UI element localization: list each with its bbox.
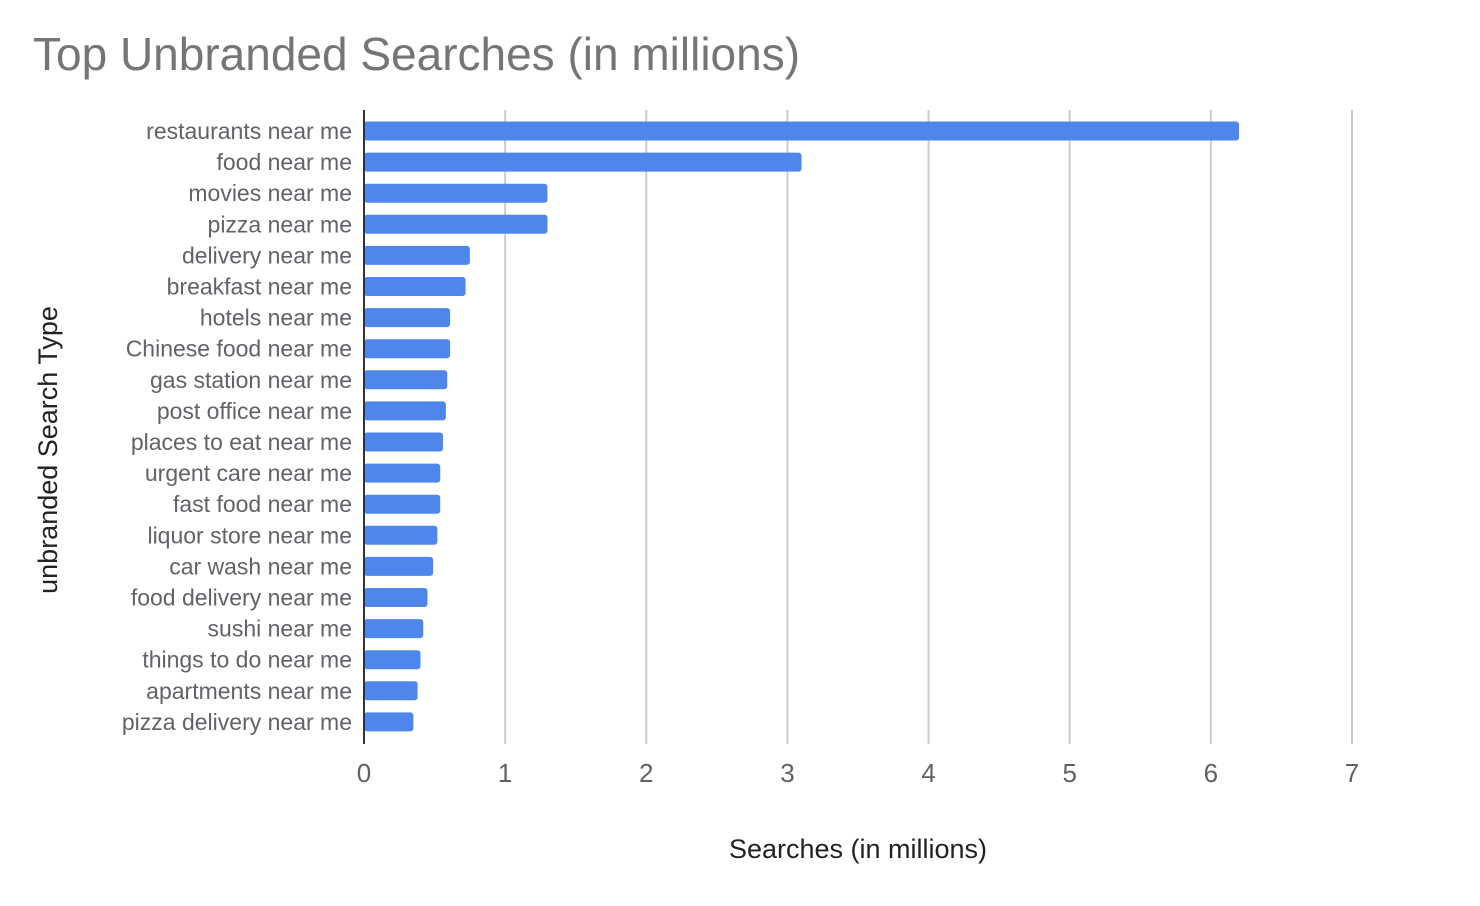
bar [364, 463, 441, 483]
bar [364, 152, 802, 172]
category-label: urgent care near me [145, 460, 352, 486]
category-label: things to do near me [142, 647, 352, 673]
bar [364, 214, 548, 234]
bar [364, 183, 548, 203]
category-label: places to eat near me [131, 429, 352, 455]
x-tick-labels: 0 1 2 3 4 5 6 7 [357, 758, 1359, 788]
x-tick-label: 6 [1204, 758, 1218, 788]
bar [364, 308, 451, 328]
bar [364, 650, 421, 670]
x-tick-label: 7 [1345, 758, 1359, 788]
bar [364, 339, 451, 359]
category-label: sushi near me [208, 616, 352, 642]
x-tick-label: 1 [498, 758, 512, 788]
x-tick-label: 5 [1062, 758, 1076, 788]
category-label: delivery near me [182, 242, 352, 268]
category-label: fast food near me [173, 491, 352, 517]
bar [364, 401, 446, 421]
category-label: restaurants near me [146, 118, 352, 144]
category-labels: restaurants near me food near me movies ne… [122, 118, 352, 735]
bar [364, 277, 466, 296]
bar [364, 245, 470, 265]
category-label: hotels near me [200, 305, 352, 331]
category-label: food delivery near me [131, 585, 352, 611]
x-tick-label: 2 [639, 758, 653, 788]
category-label: pizza delivery near me [122, 709, 352, 735]
x-tick-label: 0 [357, 758, 371, 788]
y-axis-title: unbranded Search Type [33, 306, 63, 594]
category-label: movies near me [188, 180, 352, 206]
category-label: food near me [216, 149, 352, 175]
chart-title: Top Unbranded Searches (in millions) [33, 28, 800, 80]
bars [364, 121, 1240, 732]
bar [364, 525, 438, 545]
bar [364, 588, 428, 607]
category-label: liquor store near me [147, 522, 352, 548]
gridlines [504, 110, 1353, 744]
bar [364, 681, 418, 701]
bar [364, 121, 1240, 141]
bar [364, 370, 448, 390]
category-label: car wash near me [169, 553, 352, 579]
category-label: Chinese food near me [126, 336, 352, 362]
category-label: gas station near me [150, 367, 352, 393]
bar [364, 556, 434, 576]
bar [364, 432, 444, 452]
bar [364, 619, 424, 639]
bar [364, 712, 414, 732]
bar [364, 494, 441, 514]
x-axis-title: Searches (in millions) [729, 834, 987, 864]
category-label: post office near me [157, 398, 352, 424]
x-tick-label: 4 [921, 758, 935, 788]
x-tick-label: 3 [780, 758, 794, 788]
category-label: pizza near me [208, 211, 352, 237]
category-label: breakfast near me [167, 274, 352, 300]
category-label: apartments near me [146, 678, 352, 704]
